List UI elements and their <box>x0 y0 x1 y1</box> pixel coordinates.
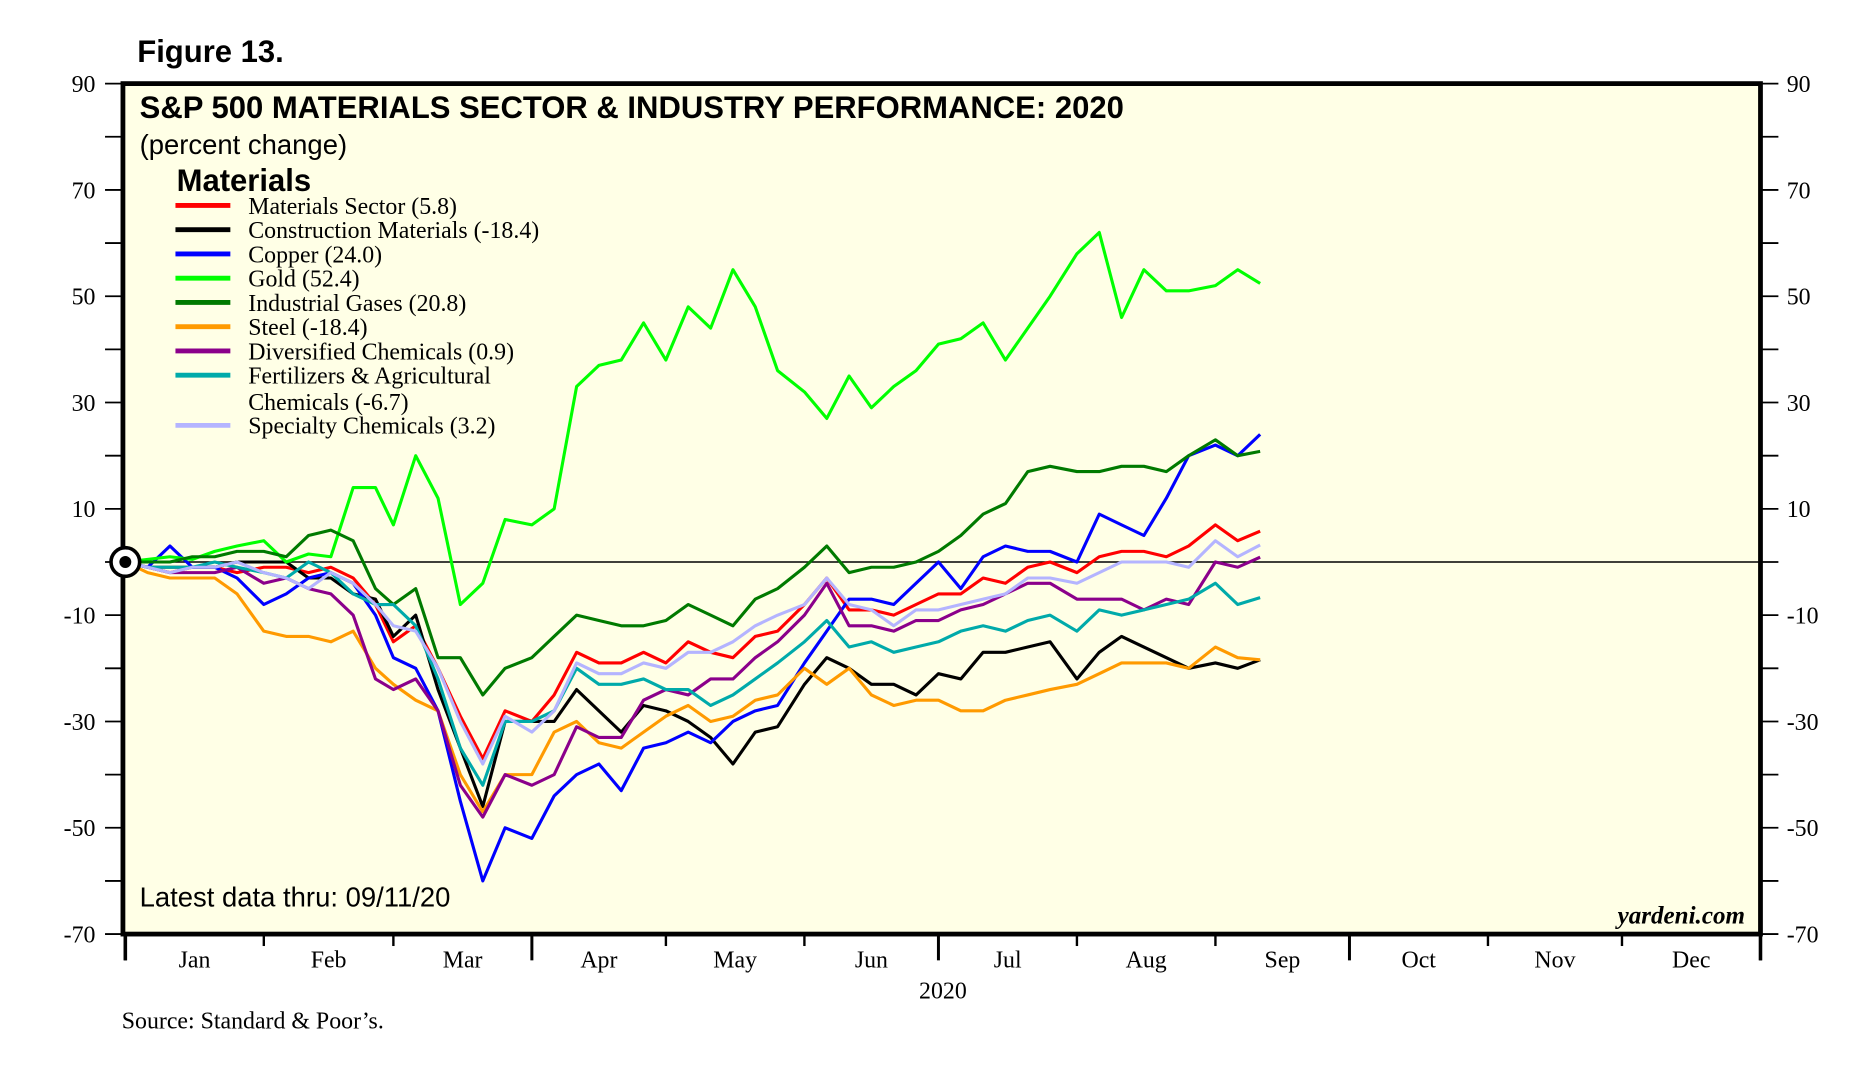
y-tick-label-left: -10 <box>64 604 96 630</box>
y-tick-label-left: 10 <box>72 497 96 523</box>
y-tick-label-right: -10 <box>1787 604 1819 630</box>
legend-label: Copper (24.0) <box>248 242 382 268</box>
legend-label: Materials Sector (5.8) <box>248 194 457 220</box>
figure-label: Figure 13. <box>137 34 284 69</box>
y-tick-label-left: 90 <box>72 72 96 98</box>
y-tick-label-right: -50 <box>1787 816 1819 842</box>
series-line-materials-sector <box>124 523 1261 761</box>
y-tick-label-left: -50 <box>64 816 96 842</box>
legend-label: Industrial Gases (20.8) <box>248 291 466 317</box>
series-line-copper <box>124 433 1262 883</box>
plot-frame <box>120 81 1763 937</box>
series-line-construction-materials <box>124 560 1261 809</box>
y-tick-label-right: -70 <box>1787 922 1819 948</box>
chart-title: S&P 500 MATERIALS SECTOR & INDUSTRY PERF… <box>140 90 1124 125</box>
source-note: Source: Standard & Poor’s. <box>122 1008 384 1034</box>
series-line-gold <box>125 230 1261 607</box>
series-line-steel <box>124 560 1261 814</box>
y-tick-label-left: -70 <box>64 922 96 948</box>
legend-title: Materials <box>177 163 311 198</box>
legend-label: Specialty Chemicals (3.2) <box>248 414 495 440</box>
x-tick-label: Aug <box>1126 948 1167 974</box>
brand-watermark: yardeni.com <box>1615 902 1745 929</box>
legend-label: Fertilizers & Agricultural <box>248 364 491 390</box>
y-tick-label-right: 10 <box>1787 497 1811 523</box>
y-tick-label-right: -30 <box>1787 710 1819 736</box>
chart-subtitle: (percent change) <box>140 129 347 160</box>
y-axes: 90 90 70 70 50 50 30 30 10 10 -10 -10 -30 -30 -50 -50 -7… <box>64 72 1819 948</box>
series-lines <box>124 230 1262 883</box>
legend-label: Diversified Chemicals (0.9) <box>248 339 514 365</box>
y-tick-label-left: 30 <box>72 391 96 417</box>
series-line-diversified-chemicals <box>124 555 1261 819</box>
x-axis: Jan Feb Mar Apr May Jun Jul Aug Sep Oct Nov Dec <box>123 934 1763 974</box>
x-tick-label: Apr <box>580 948 617 974</box>
series-line-specialty-chemicals <box>124 539 1261 766</box>
legend-label: Chemicals (-6.7) <box>248 390 408 416</box>
y-tick-label-left: 50 <box>72 285 96 311</box>
x-tick-label: Jun <box>855 948 888 974</box>
y-tick-label-right: 90 <box>1787 72 1811 98</box>
x-tick-label: Jul <box>994 948 1022 974</box>
y-tick-label-right: 50 <box>1787 285 1811 311</box>
x-tick-label: Dec <box>1672 948 1710 974</box>
legend-label: Steel (-18.4) <box>248 315 367 341</box>
y-tick-label-right: 70 <box>1787 178 1811 204</box>
x-tick-label: Nov <box>1534 948 1575 974</box>
y-tick-label-right: 30 <box>1787 391 1811 417</box>
x-tick-label: May <box>713 948 757 974</box>
x-tick-label: Feb <box>311 948 347 974</box>
origin-marker-dot <box>119 556 132 568</box>
x-tick-label: Sep <box>1265 948 1301 974</box>
x-axis-label: 2020 <box>919 979 967 1005</box>
series-line-fertilizers-agricultural-chemicals <box>124 560 1261 787</box>
x-tick-label: Jan <box>179 948 211 974</box>
legend-label: Construction Materials (-18.4) <box>248 218 539 244</box>
y-tick-label-left: 70 <box>72 178 96 204</box>
latest-data-note: Latest data thru: 09/11/20 <box>140 882 451 913</box>
x-tick-label: Mar <box>443 948 483 974</box>
plot-area <box>122 83 1761 935</box>
series-line-industrial-gases <box>125 438 1261 697</box>
y-tick-label-left: -30 <box>64 710 96 736</box>
legend: Materials Sector (5.8)Construction Mater… <box>175 194 539 440</box>
legend-label: Gold (52.4) <box>248 267 359 293</box>
x-tick-label: Oct <box>1401 948 1436 974</box>
